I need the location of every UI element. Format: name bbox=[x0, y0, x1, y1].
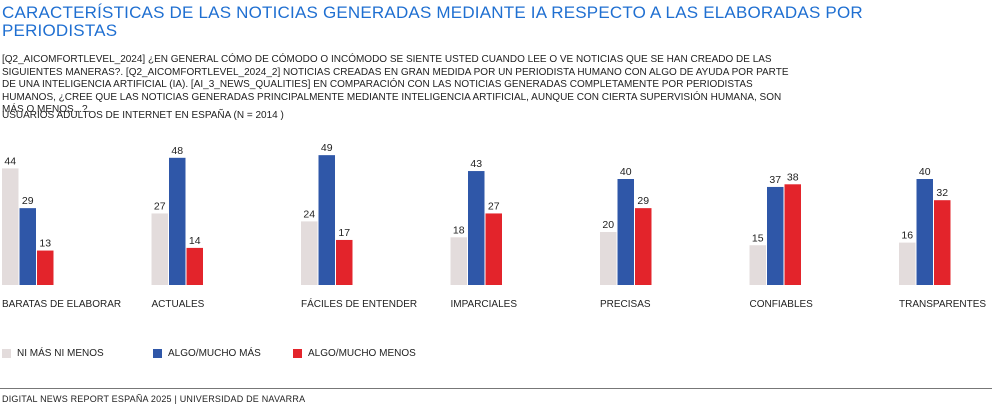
bar-value-label: 49 bbox=[321, 142, 333, 154]
category-label: TRANSPARENTES bbox=[899, 299, 986, 310]
bar-value-label: 24 bbox=[303, 208, 315, 220]
bar-value-label: 14 bbox=[189, 235, 201, 247]
bar-less bbox=[336, 239, 353, 285]
legend-swatch-less bbox=[293, 349, 302, 358]
legend-label-less: ALGO/MUCHO MENOS bbox=[308, 348, 416, 359]
bar-more bbox=[318, 155, 335, 285]
footer-divider bbox=[0, 388, 992, 389]
bar-value-label: 40 bbox=[919, 166, 931, 178]
bar-neutral bbox=[749, 245, 766, 285]
legend-item-neutral: NI MÁS NI MENOS bbox=[2, 348, 104, 359]
bar-more bbox=[617, 179, 634, 285]
bar-value-label: 32 bbox=[936, 187, 948, 199]
bar-more bbox=[169, 157, 186, 285]
category-label: PRECISAS bbox=[600, 299, 651, 310]
category-label: CONFIABLES bbox=[750, 299, 814, 310]
legend-item-more: ALGO/MUCHO MÁS bbox=[153, 348, 261, 359]
bar-value-label: 13 bbox=[39, 238, 51, 250]
bar-less bbox=[934, 200, 951, 285]
bar-value-label: 27 bbox=[488, 200, 500, 212]
bar-value-label: 20 bbox=[602, 219, 614, 231]
bar-value-label: 38 bbox=[787, 171, 799, 183]
bar-value-label: 37 bbox=[769, 174, 781, 186]
bar-neutral bbox=[151, 213, 168, 285]
bar-value-label: 40 bbox=[620, 166, 632, 178]
bar-value-label: 29 bbox=[22, 195, 34, 207]
bar-neutral bbox=[899, 242, 916, 285]
bar-value-label: 43 bbox=[470, 158, 482, 170]
bar-more bbox=[468, 171, 485, 285]
bar-value-label: 15 bbox=[752, 232, 764, 244]
bar-value-label: 17 bbox=[338, 227, 350, 239]
bar-less bbox=[635, 208, 652, 285]
bar-value-label: 27 bbox=[154, 200, 166, 212]
bar-value-label: 18 bbox=[453, 224, 465, 236]
bar-neutral bbox=[450, 237, 467, 285]
bar-chart: 44 29 13 BARATAS DE ELABORAR 27 48 14 ACTUALES 2… bbox=[2, 142, 986, 310]
category-label: BARATAS DE ELABORAR bbox=[2, 299, 121, 310]
bar-less bbox=[37, 250, 54, 285]
bar-neutral bbox=[2, 168, 19, 285]
bar-more bbox=[767, 186, 784, 285]
question-note: [Q2_AICOMFORTLEVEL_2024] ¿EN GENERAL CÓM… bbox=[2, 54, 789, 115]
category-label: ACTUALES bbox=[152, 299, 205, 310]
category-label: IMPARCIALES bbox=[451, 299, 518, 310]
bar-value-label: 16 bbox=[901, 230, 913, 242]
legend-label-more: ALGO/MUCHO MÁS bbox=[168, 348, 261, 359]
chart-subtitle: USUARIOS ADULTOS DE INTERNET EN ESPAÑA (… bbox=[2, 110, 284, 121]
bar-value-label: 48 bbox=[171, 145, 183, 157]
bar-less bbox=[784, 184, 801, 285]
bar-neutral bbox=[301, 221, 318, 285]
category-label: FÁCILES DE ENTENDER bbox=[301, 297, 417, 310]
legend-item-less: ALGO/MUCHO MENOS bbox=[293, 348, 416, 359]
source-note: DIGITAL NEWS REPORT ESPAÑA 2025 | UNIVER… bbox=[2, 394, 306, 404]
bar-more bbox=[19, 208, 36, 285]
bar-value-label: 44 bbox=[4, 155, 16, 167]
bar-neutral bbox=[600, 232, 617, 285]
legend-swatch-neutral bbox=[2, 349, 11, 358]
legend-label-neutral: NI MÁS NI MENOS bbox=[17, 348, 104, 359]
bar-more bbox=[916, 179, 933, 285]
bar-less bbox=[186, 247, 203, 285]
legend-swatch-more bbox=[153, 349, 162, 358]
chart-title: CARACTERÍSTICAS DE LAS NOTICIAS GENERADA… bbox=[2, 3, 863, 40]
bar-value-label: 29 bbox=[637, 195, 649, 207]
bar-less bbox=[485, 213, 502, 285]
